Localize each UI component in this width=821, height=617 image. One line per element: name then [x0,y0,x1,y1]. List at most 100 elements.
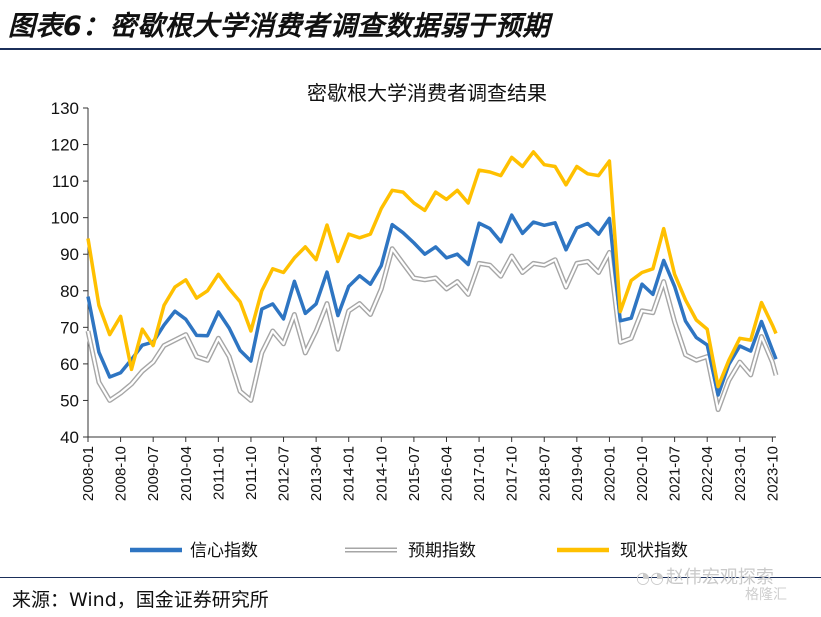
data-point [739,338,741,340]
data-point [381,288,383,290]
data-point [196,356,198,358]
legend-item: 预期指数 [345,541,476,561]
data-point [609,252,611,254]
data-point [370,233,372,235]
data-point [467,202,469,204]
data-point [554,259,556,261]
data-point [435,277,437,279]
data-point [706,344,708,346]
data-point [250,360,252,362]
data-point [163,305,165,307]
wechat-icon: ◔◔ [636,568,664,587]
data-point [131,383,133,385]
data-point [272,303,274,305]
data-point [696,337,698,339]
data-point [348,286,350,288]
x-tick-label: 2012-07 [276,446,293,501]
data-point [370,314,372,316]
x-tick-label: 2020-10 [634,446,651,501]
data-point [544,164,546,166]
series-信心指数 [86,213,778,397]
data-point [489,171,491,173]
chart-title: 密歇根大学消费者调查结果 [307,81,547,105]
data-point [228,356,230,358]
data-point [739,361,741,363]
x-tick-label: 2011-10 [243,446,260,500]
series-line [86,213,778,397]
figure-title: 图表6：密歇根大学消费者调查数据弱于预期 [8,11,550,42]
data-point [196,297,198,299]
data-point [576,166,578,168]
data-point [467,294,469,296]
data-point [772,324,774,326]
x-tick-label: 2010-04 [178,446,195,501]
data-point [239,350,241,352]
data-point [446,257,448,259]
chart-legend: 信心指数 预期指数 现状指数 [130,541,688,561]
data-point [706,356,708,358]
data-point [120,316,122,318]
data-point [674,274,676,276]
data-point [207,290,209,292]
data-point [446,199,448,201]
legend-label: 信心指数 [190,541,258,561]
x-tick-label: 2008-10 [113,446,130,501]
data-point [142,344,144,346]
y-tick-label: 50 [60,391,79,410]
data-point [630,280,632,282]
data-point [402,263,404,265]
data-point [174,286,176,288]
data-point [98,351,100,353]
data-point [305,352,307,354]
data-point [185,334,187,336]
data-point [207,359,209,361]
data-point [696,319,698,321]
data-point [641,310,643,312]
data-point [370,283,372,285]
data-point [489,264,491,266]
data-point [283,272,285,274]
data-point [533,263,535,265]
data-point [500,275,502,277]
data-point [522,233,524,235]
data-point [391,190,393,192]
data-point [152,345,154,347]
data-point [326,303,328,305]
data-point [544,225,546,227]
x-tick-label: 2008-01 [80,446,97,501]
data-point [663,281,665,283]
data-point [131,369,133,371]
data-point [489,228,491,230]
data-point [294,314,296,316]
data-point [228,327,230,329]
data-point [609,218,611,220]
data-point [359,303,361,305]
data-point [337,315,339,317]
data-point [109,376,111,378]
legend-item: 现状指数 [557,541,688,561]
data-point [663,228,665,230]
data-point [620,320,622,322]
data-point [652,312,654,314]
data-point [261,290,263,292]
data-point [283,318,285,320]
x-tick-label: 2021-07 [667,446,684,501]
data-point [467,264,469,266]
data-point [435,246,437,248]
data-point [630,317,632,319]
data-point [706,328,708,330]
x-tick-label: 2011-01 [210,446,227,500]
x-tick-label: 2023-01 [732,446,749,501]
data-point [717,409,719,411]
legend-label: 预期指数 [408,541,476,561]
data-point [120,372,122,374]
data-point [457,190,459,192]
data-point [272,268,274,270]
data-point [478,263,480,265]
data-point [522,272,524,274]
data-point [511,214,513,216]
data-point [565,249,567,251]
x-tick-label: 2014-01 [341,446,358,501]
chart: 密歇根大学消费者调查结果 40 50 60 70 80 90 100 110 120 130 200… [51,81,782,561]
data-point [261,308,263,310]
